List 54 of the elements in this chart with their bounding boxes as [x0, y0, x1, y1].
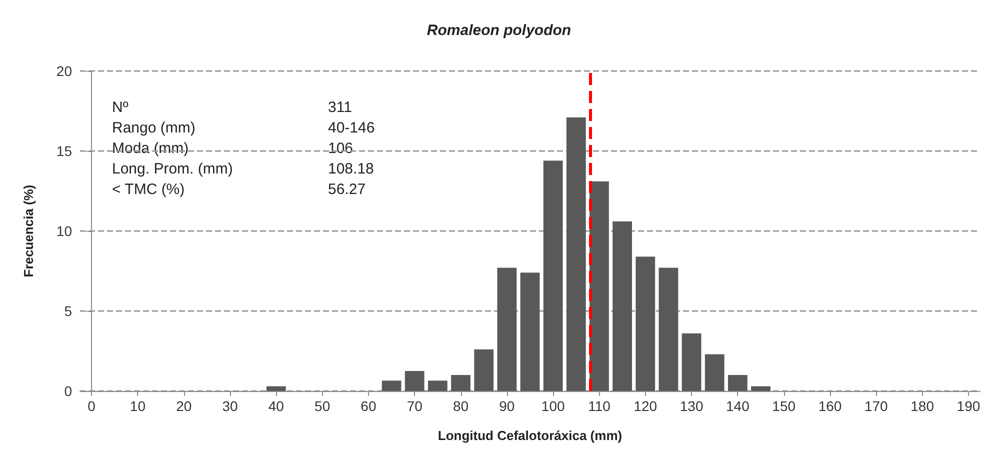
y-axis-title: Frecuencia (%)	[21, 184, 36, 278]
bar	[428, 380, 448, 391]
annotation: 311	[328, 99, 352, 116]
bar	[590, 181, 609, 391]
bar	[404, 371, 424, 391]
y-tick-label: 10	[56, 223, 72, 239]
bar	[728, 375, 748, 391]
x-tick-label: 20	[176, 398, 192, 414]
x-axis-title: Longitud Cefalotoráxica (mm)	[438, 428, 622, 443]
bar	[704, 354, 724, 391]
y-tick-label: 15	[56, 143, 72, 159]
x-tick-label: 160	[818, 398, 842, 414]
bar	[520, 272, 540, 391]
annotation: 40-146	[328, 120, 375, 136]
annotation: < TMC (%)	[112, 181, 185, 198]
y-tick-label: 0	[64, 383, 72, 399]
y-tick-label: 5	[64, 303, 72, 319]
annotation: Nº	[112, 99, 129, 116]
x-tick-label: 170	[864, 398, 888, 414]
x-tick-label: 130	[680, 398, 704, 414]
x-tick-label: 0	[88, 398, 96, 414]
bar	[474, 349, 494, 391]
bar	[543, 160, 563, 391]
x-tick-label: 40	[268, 398, 284, 414]
x-tick-label: 140	[726, 398, 750, 414]
annotation: 56.27	[328, 181, 366, 198]
x-tick-label: 50	[314, 398, 330, 414]
bar	[612, 221, 632, 391]
x-tick-label: 120	[634, 398, 658, 414]
annotation: 108.18	[328, 160, 374, 178]
bar	[658, 268, 678, 391]
chart-title: Romaleon polyodon	[426, 22, 572, 39]
x-tick-label: 90	[499, 398, 515, 414]
x-tick-label: 190	[956, 398, 980, 414]
x-tick-label: 30	[222, 398, 238, 414]
x-tick-label: 110	[588, 398, 611, 414]
annotation: Long. Prom. (mm)	[112, 160, 233, 178]
x-tick-label: 180	[910, 398, 934, 414]
bar	[682, 333, 702, 391]
bar	[497, 268, 517, 391]
x-tick-label: 10	[130, 398, 146, 414]
x-tick-label: 150	[772, 398, 796, 414]
annotation: Rango (mm)	[112, 120, 196, 136]
bar	[751, 386, 770, 391]
x-tick-label: 70	[406, 398, 423, 414]
x-tick-label: 80	[452, 398, 469, 414]
x-tick-label: 60	[360, 398, 376, 414]
bar	[636, 256, 656, 391]
bar	[266, 386, 286, 391]
bar	[451, 375, 470, 391]
x-tick-label: 100	[541, 398, 565, 414]
bar	[566, 117, 586, 391]
y-tick-label: 20	[56, 63, 72, 79]
bar	[382, 380, 402, 391]
